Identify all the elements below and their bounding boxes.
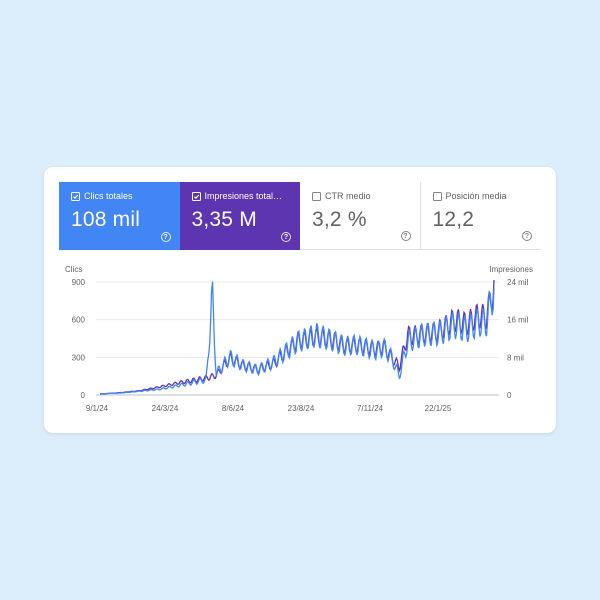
x-tick-label: 9/1/24 — [86, 404, 109, 413]
checkbox-checked-icon[interactable] — [191, 191, 201, 201]
checkbox-checked-icon[interactable] — [71, 191, 80, 201]
x-tick-label: 24/3/24 — [152, 404, 179, 413]
metric-value: 3,35 M — [191, 208, 257, 231]
x-tick-label: 22/1/25 — [425, 404, 452, 413]
metric-average-ctr[interactable]: CTR medio 3,2 % ? — [300, 182, 421, 250]
y-left-tick-label: 300 — [72, 353, 86, 362]
metric-value: 108 mil — [71, 208, 141, 231]
y-right-axis-title: Impresiones — [489, 265, 533, 274]
y-right-tick-label: 8 mil — [507, 353, 524, 362]
metric-tabs: Clics totales 108 mil ? Impresiones tota… — [59, 182, 541, 250]
y-left-axis-title: Clics — [65, 265, 82, 274]
checkbox-unchecked-icon[interactable] — [432, 191, 442, 201]
metric-total-impressions[interactable]: Impresiones total… 3,35 M ? — [179, 182, 300, 250]
y-left-tick-label: 900 — [72, 278, 86, 287]
help-circle-icon[interactable]: ? — [281, 232, 291, 242]
y-right-tick-label: 0 — [507, 391, 512, 400]
x-tick-label: 7/11/24 — [357, 404, 384, 413]
metric-average-position[interactable]: Posición media 12,2 ? — [420, 182, 541, 250]
help-circle-icon[interactable]: ? — [400, 231, 411, 241]
help-circle-icon[interactable]: ? — [160, 232, 171, 242]
x-tick-label: 8/6/24 — [222, 404, 245, 413]
series-line-clicks — [100, 281, 495, 395]
performance-chart: Clics Impresiones 900 600 300 0 24 mil 16 mi… — [65, 265, 533, 413]
y-left-tick-label: 0 — [81, 391, 86, 400]
y-right-tick-label: 16 mil — [507, 316, 529, 325]
metric-value: 12,2 — [432, 208, 475, 231]
checkbox-unchecked-icon[interactable] — [312, 191, 321, 201]
metric-value: 3,2 % — [312, 208, 367, 231]
y-left-tick-label: 600 — [72, 316, 86, 325]
metric-total-clicks[interactable]: Clics totales 108 mil ? — [59, 182, 180, 250]
y-right-tick-label: 24 mil — [507, 278, 529, 287]
performance-card: Clics totales 108 mil ? Impresiones tota… — [44, 167, 556, 433]
help-circle-icon[interactable]: ? — [522, 231, 532, 241]
x-tick-label: 23/8/24 — [288, 404, 315, 413]
